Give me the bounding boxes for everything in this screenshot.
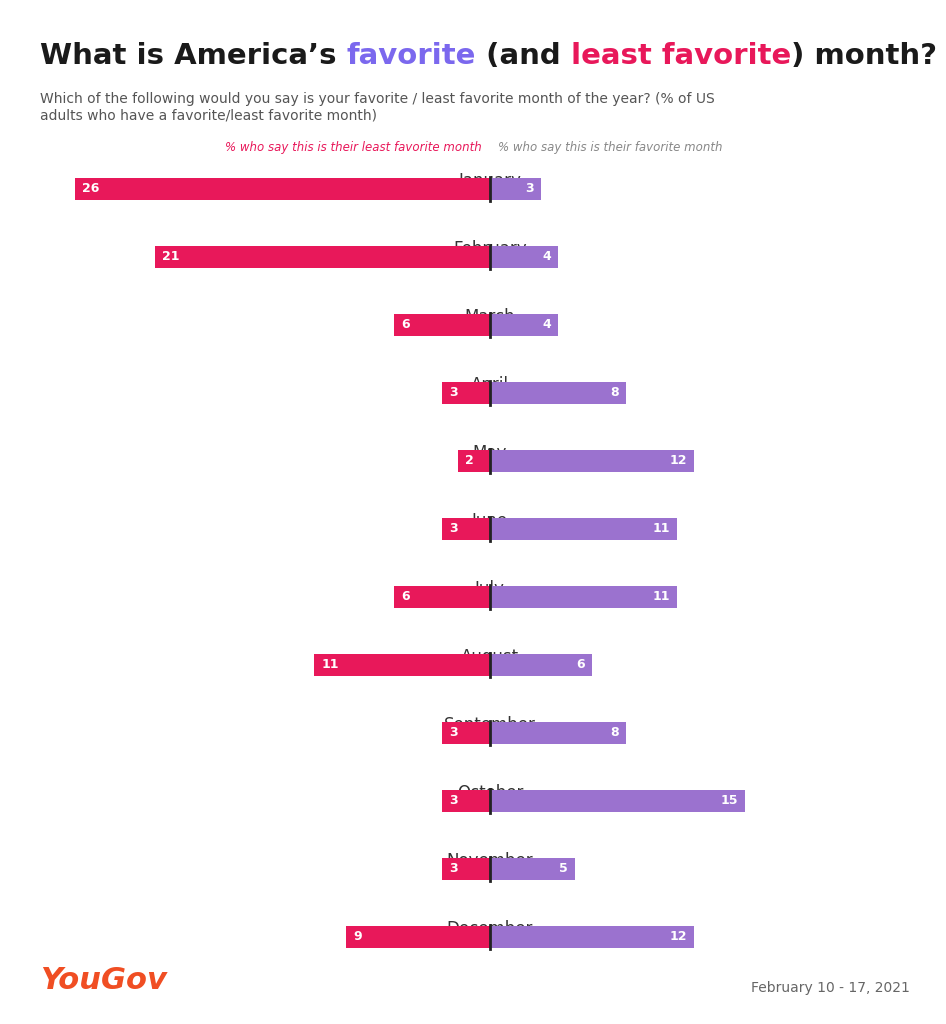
Bar: [490, 858, 575, 880]
Bar: [490, 246, 558, 268]
Text: 21: 21: [162, 251, 180, 263]
Text: 3: 3: [449, 522, 458, 536]
Text: July: July: [475, 580, 505, 598]
Text: favorite: favorite: [346, 42, 476, 70]
Bar: [75, 178, 490, 200]
Text: December: December: [447, 920, 534, 938]
Bar: [442, 382, 490, 404]
Bar: [490, 382, 626, 404]
Text: February 10 - 17, 2021: February 10 - 17, 2021: [751, 981, 910, 995]
Text: (and: (and: [476, 42, 570, 70]
Text: Which of the following would you say is your favorite / least favorite month of : Which of the following would you say is …: [40, 92, 715, 122]
Text: 4: 4: [542, 251, 551, 263]
Bar: [314, 654, 490, 676]
Text: June: June: [472, 512, 508, 530]
Bar: [490, 586, 677, 608]
Text: 12: 12: [670, 931, 687, 943]
Text: 11: 11: [653, 591, 670, 603]
Text: 3: 3: [449, 862, 458, 876]
Bar: [490, 722, 626, 744]
Text: 11: 11: [653, 522, 670, 536]
Text: February: February: [453, 240, 527, 258]
Text: 3: 3: [449, 726, 458, 739]
Bar: [442, 722, 490, 744]
Text: September: September: [444, 716, 536, 734]
Bar: [490, 314, 558, 336]
Text: % who say this is their favorite month: % who say this is their favorite month: [498, 141, 723, 154]
Text: October: October: [457, 784, 523, 802]
Bar: [394, 586, 490, 608]
Text: 8: 8: [610, 726, 619, 739]
Bar: [458, 450, 490, 472]
Text: YouGov: YouGov: [40, 966, 166, 995]
Text: 4: 4: [542, 318, 551, 332]
Bar: [346, 926, 490, 948]
Text: April: April: [471, 376, 509, 394]
Text: January: January: [459, 172, 521, 190]
Text: 6: 6: [576, 658, 585, 672]
Text: March: March: [464, 308, 516, 326]
Bar: [490, 790, 745, 812]
Text: 5: 5: [559, 862, 568, 876]
Text: least favorite: least favorite: [570, 42, 791, 70]
Text: May: May: [473, 444, 507, 462]
Bar: [490, 450, 694, 472]
Bar: [490, 926, 694, 948]
Bar: [394, 314, 490, 336]
Text: November: November: [447, 852, 534, 870]
Bar: [490, 518, 677, 540]
Text: ) month?: ) month?: [791, 42, 937, 70]
Text: 8: 8: [610, 386, 619, 399]
Text: 3: 3: [449, 386, 458, 399]
Bar: [442, 858, 490, 880]
Bar: [155, 246, 490, 268]
Bar: [490, 178, 541, 200]
Text: What is America’s: What is America’s: [40, 42, 346, 70]
Text: 6: 6: [401, 591, 410, 603]
Text: 11: 11: [322, 658, 339, 672]
Text: 12: 12: [670, 455, 687, 468]
Bar: [442, 790, 490, 812]
Text: % who say this is their least favorite month: % who say this is their least favorite m…: [225, 141, 482, 154]
Text: 3: 3: [525, 182, 534, 196]
Text: 2: 2: [465, 455, 474, 468]
Text: 6: 6: [401, 318, 410, 332]
Text: 3: 3: [449, 795, 458, 808]
Text: 26: 26: [82, 182, 99, 196]
Text: August: August: [461, 648, 519, 666]
Bar: [442, 518, 490, 540]
Bar: [490, 654, 592, 676]
Text: 9: 9: [354, 931, 362, 943]
Text: 15: 15: [721, 795, 738, 808]
